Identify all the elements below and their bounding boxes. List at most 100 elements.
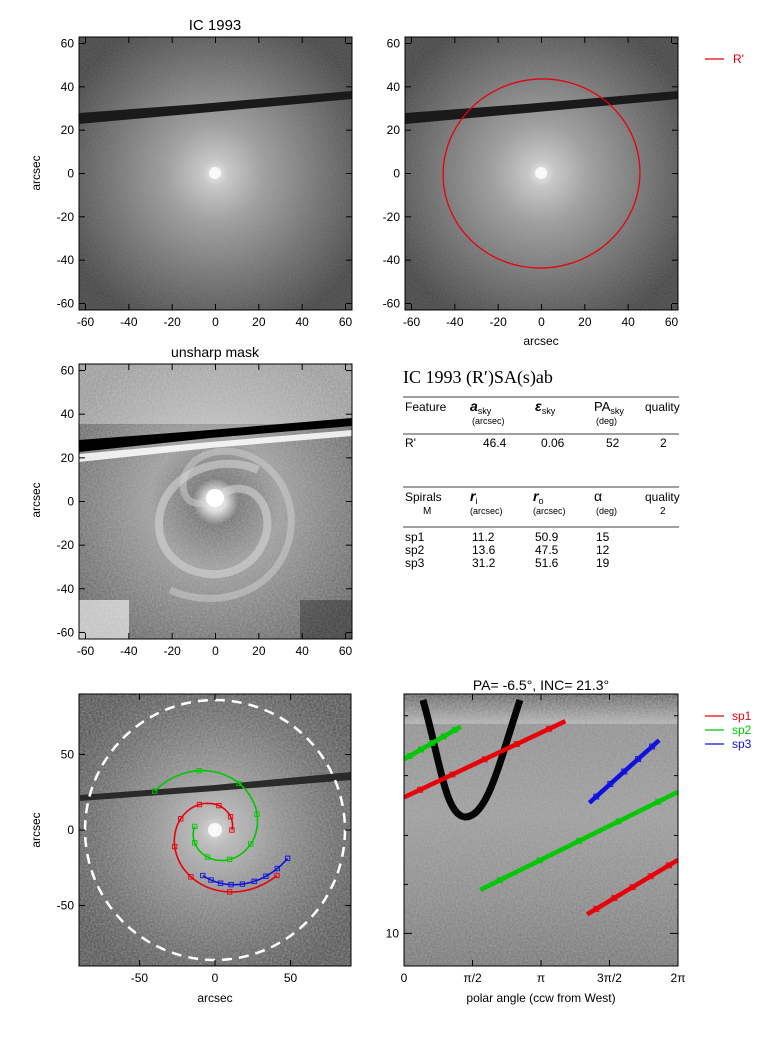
quality-header: quality — [645, 490, 680, 504]
spiral-marker — [217, 880, 224, 886]
x-tick-label: 20 — [252, 315, 266, 329]
foreground-dust-lane — [79, 418, 352, 452]
polar-marker — [576, 837, 583, 844]
quality-value: 2 — [660, 506, 666, 517]
y-tick-label: -50 — [57, 899, 75, 913]
spiral-marker — [196, 801, 203, 808]
polar-marker — [417, 786, 424, 793]
legend-label: sp2 — [732, 723, 752, 737]
feature-name: R' — [405, 436, 416, 450]
polar-plot-panel: PA= -6.5°, INC= 21.3° 0 π/2 π 3π/2 2π 10 pola… — [386, 677, 752, 1005]
y-axis-label: arcsec — [29, 155, 43, 190]
ring-r-prime-ellipse — [442, 78, 641, 269]
spiral-marker — [254, 811, 260, 817]
spiral-marker — [172, 843, 178, 850]
x-tick-label: 20 — [252, 644, 266, 658]
x-tick-label: 60 — [665, 315, 679, 329]
spiral-marker — [285, 855, 291, 861]
axis-ticks: -60 -40 -20 0 20 40 60 60 40 20 0 -20 -40 -60 — [57, 364, 353, 658]
table-title: IC 1993 (R′)SA(s)ab — [403, 367, 553, 388]
y-tick-label: 40 — [61, 80, 75, 94]
axis-ticks: -60 -40 -20 0 20 40 60 60 40 20 0 -20 -40 -60 — [383, 37, 679, 330]
spiral-alpha: 19 — [596, 556, 610, 570]
unsharp-mask-panel: unsharp mask -60 -40 -20 0 20 40 606040200-20-… — [29, 344, 353, 658]
x-tick-label: 60 — [339, 644, 353, 658]
polar-series-sp2 — [479, 789, 678, 892]
spiral-alpha: 15 — [596, 530, 610, 544]
x-axis-label: arcsec — [197, 991, 232, 1005]
x-tick-label: 0 — [401, 971, 408, 985]
polar-marker — [647, 873, 654, 880]
spiral-marker — [227, 814, 234, 820]
foreground-dust-lane — [405, 91, 678, 124]
measurement-table: IC 1993 (R′)SA(s)ab Feature asky (arcsec… — [403, 367, 680, 570]
x-tick-label: 40 — [295, 644, 309, 658]
y-tick-label: -60 — [57, 297, 75, 311]
spiral-marker — [226, 889, 233, 895]
polar-marker — [615, 818, 622, 825]
spiral-alpha: 12 — [596, 543, 610, 557]
eps-sky-header: εsky — [535, 398, 556, 416]
quality-header: quality — [645, 400, 680, 414]
x-tick-label: π — [537, 971, 545, 985]
panel-title: PA= -6.5°, INC= 21.3° — [473, 677, 609, 693]
spiral-name: sp3 — [405, 556, 425, 570]
spiral-marker — [226, 856, 233, 863]
x-tick-label: π/2 — [463, 971, 482, 985]
polar-marker — [452, 726, 458, 733]
x-tick-label: -20 — [163, 315, 181, 329]
y-tick-label: -60 — [383, 297, 401, 311]
spiral-marker — [188, 874, 194, 880]
x-axis-label: arcsec — [523, 334, 558, 348]
foreground-dust-lane — [80, 772, 351, 801]
y-tick-label: -20 — [57, 210, 75, 224]
y-tick-label: 0 — [67, 167, 74, 181]
polar-series-sp1 — [585, 857, 678, 917]
y-tick-label: 20 — [387, 123, 401, 137]
polar-marker — [635, 756, 642, 762]
x-tick-label: -60 — [77, 315, 95, 329]
x-tick-label: 2π — [671, 971, 686, 985]
x-tick-label: -50 — [131, 971, 149, 985]
polar-marker — [611, 895, 618, 901]
y-tick-label: -20 — [383, 210, 401, 224]
y-tick-label: 40 — [387, 80, 401, 94]
spiral-arms — [152, 768, 291, 895]
y-tick-label: -60 — [57, 625, 75, 639]
x-tick-label: 3π/2 — [597, 971, 622, 985]
alpha-header: α — [594, 488, 602, 504]
x-tick-label: 20 — [578, 315, 592, 329]
x-tick-label: -20 — [489, 315, 507, 329]
spiral-marker — [200, 872, 206, 879]
spiral-marker — [263, 873, 269, 879]
x-tick-label: 40 — [621, 315, 635, 329]
polar-marker — [418, 746, 424, 753]
feature-eps: 0.06 — [541, 436, 565, 450]
pa-sky-unit: (deg) — [596, 416, 617, 426]
spirals-header: Spirals — [405, 490, 442, 504]
legend-label: sp3 — [732, 737, 752, 751]
polar-marker — [497, 877, 504, 883]
y-tick-label: 50 — [61, 747, 75, 761]
x-tick-label: 0 — [538, 315, 545, 329]
polar-series — [404, 719, 678, 917]
x-tick-label: 0 — [212, 644, 219, 658]
spiral-name: sp1 — [405, 530, 425, 544]
polar-marker — [665, 862, 672, 869]
y-tick-label: -40 — [57, 582, 75, 596]
spirals-m-header: M — [423, 506, 431, 517]
r-outer-header: ro — [533, 488, 543, 506]
spiral-marker — [274, 872, 280, 879]
polar-marker — [536, 857, 543, 864]
polar-marker — [655, 798, 662, 805]
x-tick-label: 0 — [212, 315, 219, 329]
spiral-marker — [192, 823, 198, 830]
x-tick-label: -60 — [77, 644, 95, 658]
polar-marker — [629, 884, 636, 891]
y-axis-label: arcsec — [29, 482, 43, 517]
spiral-arm-feature — [154, 459, 272, 579]
y-tick-label: 0 — [393, 167, 400, 181]
y-tick-label: 0 — [67, 823, 74, 837]
